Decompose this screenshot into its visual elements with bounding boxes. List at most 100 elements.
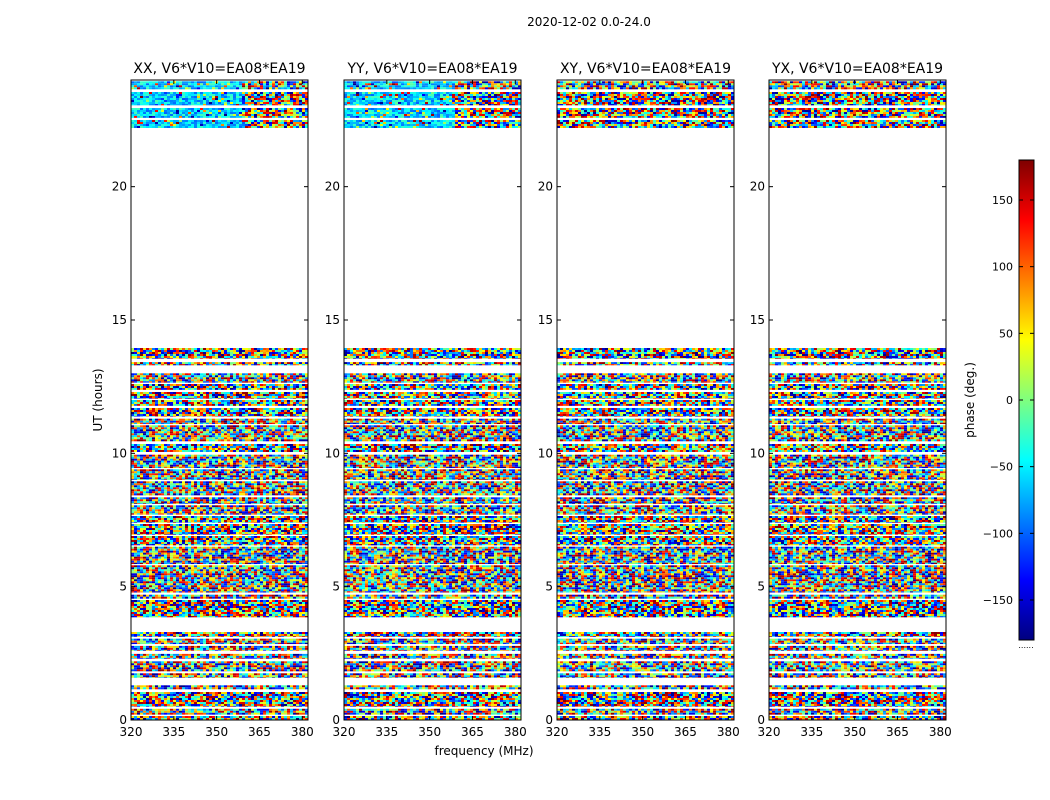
phase-cell (299, 538, 302, 540)
phase-cell (191, 718, 194, 720)
phase-cell (182, 585, 185, 588)
phase-cell (167, 562, 170, 565)
phase-cell (167, 567, 170, 570)
phase-cell (236, 700, 239, 702)
phase-cell (233, 634, 236, 636)
phase-cell (158, 702, 161, 704)
phase-cell (227, 632, 230, 634)
phase-cell (296, 696, 299, 698)
phase-cell (173, 685, 176, 688)
phase-cell (272, 694, 275, 696)
phase-cell (302, 589, 305, 592)
phase-cell (221, 632, 224, 634)
phase-cell (239, 667, 242, 670)
phase-cell (185, 548, 188, 551)
phase-cell (176, 540, 179, 542)
phase-cell (200, 696, 203, 698)
phase-cell (287, 638, 290, 641)
phase-cell (239, 665, 242, 668)
phase-cell (146, 647, 149, 650)
phase-cell (170, 600, 173, 602)
phase-cell (167, 614, 170, 616)
phase-cell (197, 520, 200, 522)
phase-cell (305, 612, 308, 614)
phase-cell (299, 677, 302, 678)
phase-cell (167, 526, 170, 528)
phase-cell (212, 704, 215, 706)
phase-cell (173, 710, 176, 713)
phase-cell (212, 640, 215, 643)
phase-cell (140, 712, 143, 715)
phase-cell (218, 645, 221, 648)
phase-cell (131, 642, 134, 645)
phase-cell (236, 522, 239, 523)
phase-cell (305, 657, 308, 659)
phase-cell (239, 694, 242, 696)
phase-cell (176, 567, 179, 570)
phase-cell (200, 632, 203, 634)
phase-cell (200, 665, 203, 668)
phase-cell (146, 565, 149, 568)
phase-cell (227, 706, 230, 707)
phase-cell (278, 692, 281, 694)
phase-cell (245, 673, 248, 676)
phase-cell (263, 567, 266, 570)
phase-cell (200, 677, 203, 678)
phase-cell (245, 516, 248, 518)
phase-cell (275, 616, 278, 618)
phase-cell (269, 518, 272, 520)
phase-cell (191, 581, 194, 584)
phase-cell (290, 558, 293, 561)
phase-cell (284, 589, 287, 592)
phase-cell (176, 548, 179, 551)
phase-cell (257, 657, 260, 659)
phase-cell (227, 520, 230, 522)
phase-cell (302, 546, 305, 549)
phase-cell (191, 550, 194, 553)
phase-cell (221, 556, 224, 559)
phase-cell (248, 667, 251, 670)
phase-cell (182, 518, 185, 520)
phase-cell (206, 718, 209, 720)
phase-cell (239, 556, 242, 559)
phase-cell (197, 669, 200, 672)
phase-cell (302, 692, 305, 694)
phase-cell (209, 530, 212, 532)
phase-cell (155, 655, 158, 658)
phase-cell (218, 596, 221, 599)
phase-cell (149, 706, 152, 707)
phase-cell (245, 567, 248, 570)
phase-cell (179, 562, 182, 565)
phase-cell (302, 518, 305, 520)
phase-cell (293, 710, 296, 713)
phase-cell (143, 562, 146, 565)
phase-cell (272, 583, 275, 586)
phase-cell (278, 526, 281, 528)
phase-cell (215, 673, 218, 676)
phase-cell (182, 522, 185, 523)
phase-cell (176, 665, 179, 668)
phase-cell (134, 669, 137, 672)
phase-cell (131, 667, 134, 670)
phase-cell (263, 565, 266, 568)
phase-cell (227, 718, 230, 720)
phase-cell (290, 702, 293, 704)
phase-cell (263, 526, 266, 528)
phase-cell (263, 542, 266, 544)
phase-cell (191, 649, 194, 651)
phase-cell (257, 565, 260, 568)
phase-cell (230, 663, 233, 666)
phase-cell (272, 636, 275, 637)
phase-cell (158, 698, 161, 700)
phase-cell (242, 569, 245, 572)
phase-cell (203, 587, 206, 590)
phase-cell (251, 571, 254, 574)
phase-cell (203, 642, 206, 645)
phase-cell (149, 602, 152, 604)
phase-cell (278, 616, 281, 618)
phase-cell (179, 663, 182, 666)
phase-cell (254, 594, 257, 597)
phase-cell (185, 657, 188, 659)
phase-cell (215, 653, 218, 656)
